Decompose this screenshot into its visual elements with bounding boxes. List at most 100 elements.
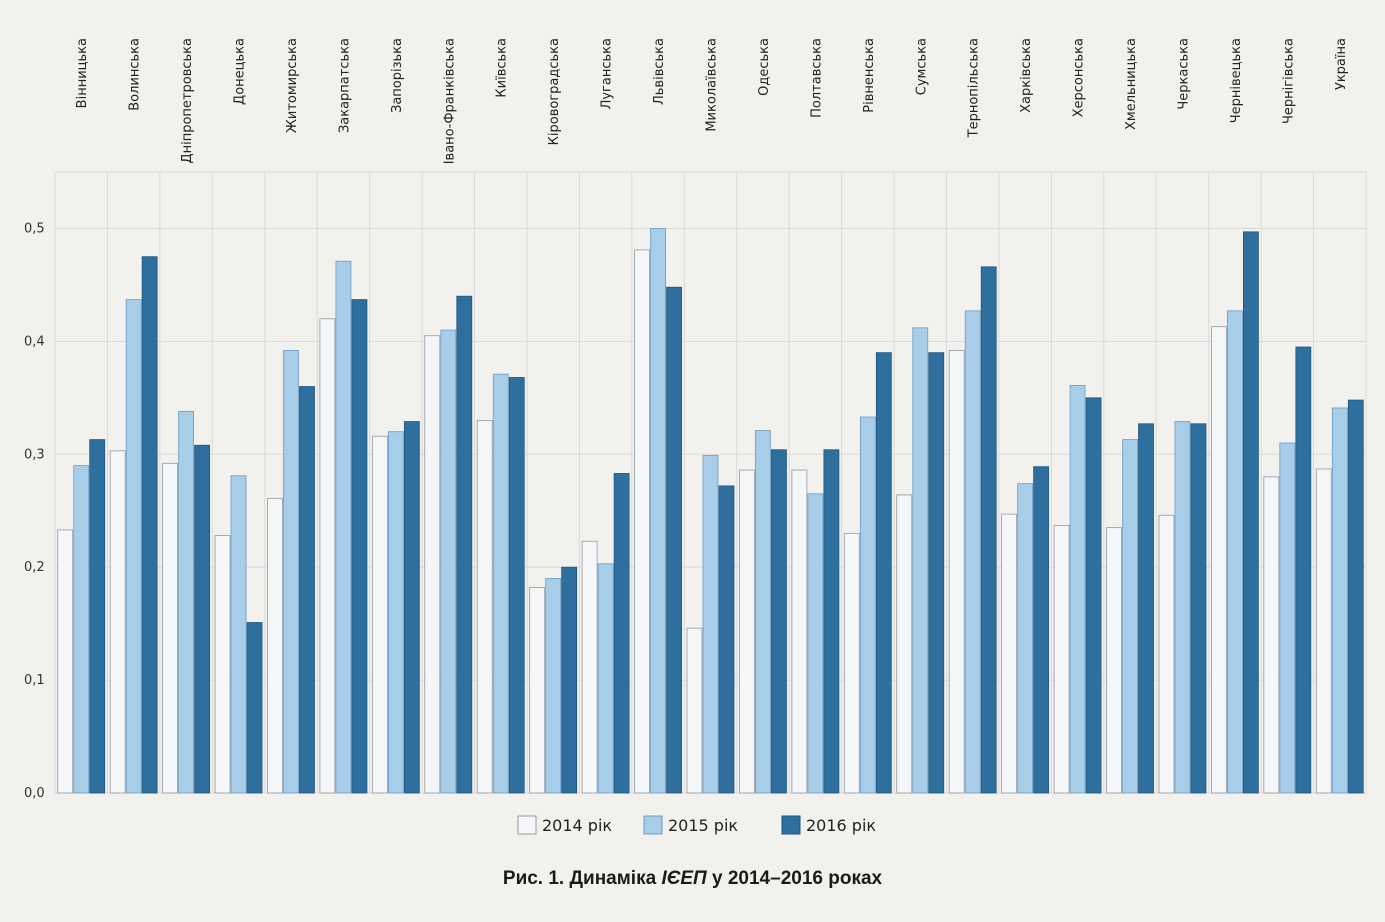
bar-2015 [650,228,666,794]
category-label: Донецька [233,38,248,105]
bar-2015 [1174,421,1191,794]
bar-2016 [928,352,945,794]
bar-2016 [194,444,211,794]
legend-swatch-2016 [781,815,801,835]
bar-2016 [1085,397,1102,794]
bar-2015 [283,349,299,794]
bar-2015 [492,373,509,794]
bar-2016 [1033,466,1050,794]
category-label: Луганська [600,38,615,109]
category-label: Вінницька [75,38,90,108]
bar-2014 [1211,326,1227,794]
bar-2016 [1347,399,1364,794]
bar-2015 [230,475,247,794]
bar-2014 [686,627,703,794]
bar-2014 [424,335,441,794]
bar-2016 [718,485,735,794]
figure-caption: Рис. 1. Динаміка ІЄЕП у 2014–2016 роках [0,868,1385,890]
bar-2015 [964,310,981,794]
bar-2014 [634,249,650,794]
bar-2016 [771,449,787,794]
bar-2016 [561,566,578,794]
category-label: Львівська [652,38,667,105]
category-label: Тернопільська [967,38,982,138]
bar-2016 [351,299,368,794]
bar-2016 [89,439,106,794]
bar-2016 [508,377,525,794]
bar-2014 [1106,527,1122,794]
y-tick-label: 0,3 [24,447,45,462]
category-label: Івано-Франківська [442,38,457,164]
category-label: Полтавська [809,38,824,118]
bar-2015 [545,578,562,794]
category-label: Черкаська [1176,38,1191,110]
category-label: Чернігівська [1281,38,1296,124]
bar-2016 [1243,231,1259,794]
bar-2016 [1138,423,1154,794]
category-label: Рівненська [862,38,877,113]
bar-2015 [702,455,719,794]
bar-2014 [267,497,283,794]
bar-2016 [613,473,630,794]
bar-2015 [178,410,195,794]
y-axis-ticks: 0,0 0,1 0,2 0,3 0,4 0,5 [24,221,45,801]
legend-swatch-2014 [517,815,537,835]
bar-2016 [1190,423,1207,794]
y-tick-label: 0,4 [24,334,45,349]
category-label: Дніпропетровська [180,38,195,164]
bar-2015 [912,327,929,794]
bar-2014 [319,318,336,794]
bar-2015 [125,299,142,794]
bar-2014 [791,469,808,794]
bar-2014 [948,349,965,794]
caption-italic: ІЄЕП [661,868,707,889]
bar-2015 [73,465,90,794]
category-label: Закарпатська [337,38,352,133]
bar-2014 [476,419,493,794]
bar-2016 [1295,346,1312,794]
caption-suffix: у 2014–2016 роках [706,868,883,889]
bar-2014 [843,532,860,794]
bar-2014 [739,469,755,794]
category-label: Чернівецька [1229,38,1244,123]
legend-label-2016: 2016 рік [806,816,876,835]
bar-2015 [335,260,352,794]
bar-2014 [57,529,74,794]
category-label: Одеська [757,38,772,96]
bar-2014 [109,450,126,794]
bar-2014 [371,435,388,794]
bar-2016 [299,386,315,794]
category-label: Україна [1334,38,1349,90]
bar-2015 [597,563,614,794]
category-label: Волинська [128,38,143,111]
bar-2016 [456,295,473,794]
bar-2015 [387,431,404,794]
category-label: Херсонська [1072,38,1087,117]
bar-2016 [403,421,420,794]
bar-2014 [1263,476,1280,794]
bar-2015 [859,416,876,794]
bar-2014 [1158,514,1175,794]
category-label: Київська [495,38,510,98]
bar-2015 [755,430,771,794]
category-labels: Вінницька Волинська Дніпропетровська Донець… [75,38,1349,164]
bar-2015 [1122,439,1138,794]
bar-2016 [141,256,158,794]
bar-2014 [896,494,913,794]
legend: 2014 рік 2015 рік 2016 рік [517,815,876,835]
bar-2014 [162,462,179,794]
y-tick-label: 0,5 [24,221,45,236]
category-label: Сумська [914,38,929,95]
bars [57,228,1364,794]
bar-2015 [1017,483,1034,794]
bar-2014 [1001,513,1018,794]
category-label: Харківська [1019,38,1034,113]
bar-2015 [440,329,457,794]
legend-label-2014: 2014 рік [542,816,612,835]
legend-swatch-2015 [643,815,663,835]
bar-2015 [1331,407,1348,794]
category-label: Кіровоградська [547,38,562,145]
bar-2014 [1053,525,1070,794]
y-tick-label: 0,0 [24,786,45,801]
